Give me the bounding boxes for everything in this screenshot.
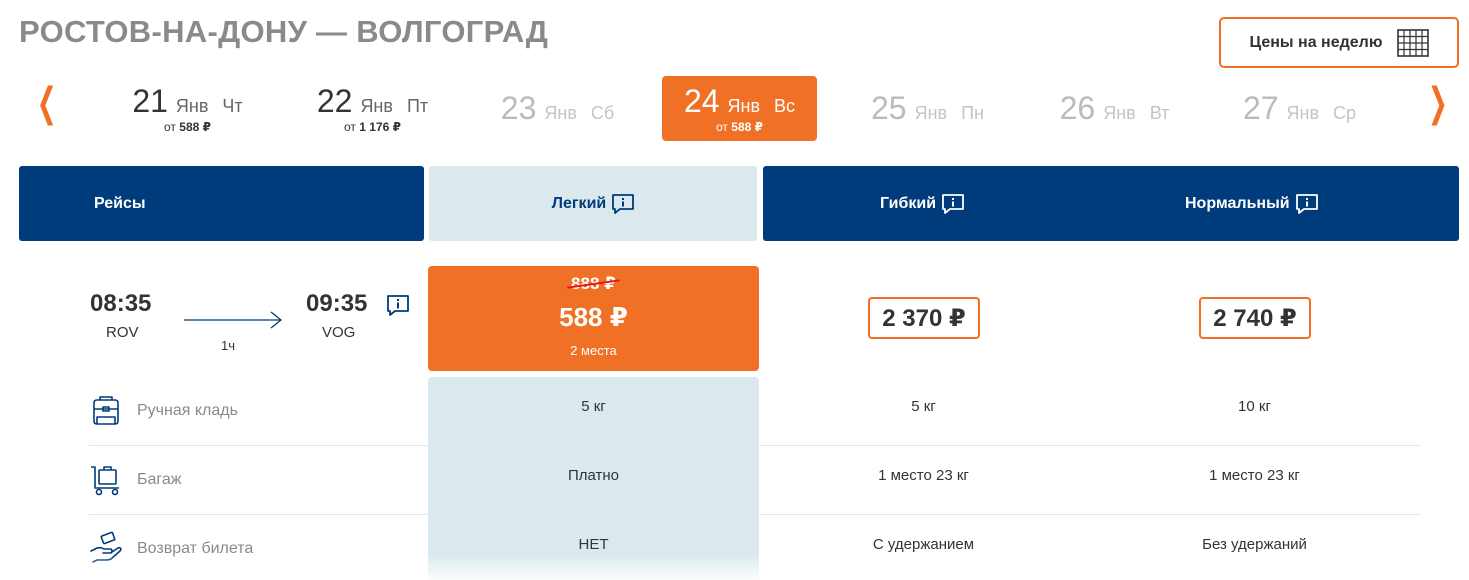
tariff-light-label: Легкий xyxy=(551,194,607,212)
tariff-flexible-label: Гибкий xyxy=(880,194,937,212)
date-day: 24 xyxy=(683,83,720,119)
date-weekday: Вт xyxy=(1149,103,1170,123)
info-icon[interactable] xyxy=(942,193,964,214)
date-item-21[interactable]: 21 Янв Чт от 588 ₽ xyxy=(110,76,265,141)
feature-label-baggage: Багаж xyxy=(137,471,182,488)
route-title: РОСТОВ-НА-ДОНУ — ВОЛГОГРАД xyxy=(19,14,549,49)
date-month: Янв xyxy=(544,103,577,123)
date-item-24[interactable]: 24 Янв Вс от 588 ₽ xyxy=(662,76,817,141)
price-normal-button[interactable]: 2 740 ₽ xyxy=(1199,297,1311,339)
date-weekday: Чт xyxy=(222,96,243,116)
date-day: 27 xyxy=(1242,90,1279,126)
feature-value: НЕТ xyxy=(578,536,609,553)
date-weekday: Вс xyxy=(774,96,796,116)
flight-duration: 1ч xyxy=(221,338,236,353)
refund-hand-icon xyxy=(90,531,122,563)
row-divider xyxy=(89,514,1421,515)
feature-value: Без удержаний xyxy=(1202,536,1307,553)
feature-value: С удержанием xyxy=(872,536,975,553)
feature-label-refund: Возврат билета xyxy=(137,540,254,557)
light-tariff-column xyxy=(428,377,759,580)
info-icon[interactable] xyxy=(612,193,635,214)
header-tariff-light[interactable]: Легкий xyxy=(429,166,757,241)
header-tariffs-right: Гибкий Нормальный xyxy=(763,166,1459,241)
flight-info-icon[interactable] xyxy=(387,295,409,317)
date-item-27: 27 Янв Ср xyxy=(1222,76,1377,141)
date-item-25: 25 Янв Пн xyxy=(850,76,1005,141)
flight-arrow-icon xyxy=(184,311,283,329)
date-weekday: Пн xyxy=(961,103,984,123)
week-prices-button[interactable]: Цены на неделю xyxy=(1219,17,1459,68)
date-item-23: 23 Янв Сб xyxy=(480,76,635,141)
row-divider xyxy=(89,445,1421,446)
feature-value: 5 кг xyxy=(581,398,606,415)
price-flexible-button[interactable]: 2 370 ₽ xyxy=(868,297,980,339)
arrival-time: 09:35 xyxy=(306,290,368,317)
date-day: 26 xyxy=(1059,90,1096,126)
date-weekday: Сб xyxy=(590,103,615,123)
departure-code: ROV xyxy=(106,324,139,341)
date-price: от 588 ₽ xyxy=(164,120,211,134)
date-price: от 588 ₽ xyxy=(716,120,763,134)
date-item-26: 26 Янв Вт xyxy=(1037,76,1192,141)
prev-dates-arrow[interactable]: ❮ xyxy=(36,81,57,125)
departure-time: 08:35 xyxy=(90,290,152,317)
calendar-icon xyxy=(1396,28,1429,57)
header-tariff-flexible[interactable]: Гибкий xyxy=(880,166,964,241)
feature-value: 5 кг xyxy=(911,398,936,415)
price-light-button[interactable]: 888 ₽ 588 ₽ 2 места xyxy=(428,266,759,371)
next-dates-arrow[interactable]: ❯ xyxy=(1427,81,1448,125)
old-price: 888 ₽ xyxy=(571,274,616,293)
feature-value: 1 место 23 кг xyxy=(1209,467,1300,484)
date-day: 21 xyxy=(132,83,168,119)
tariff-normal-label: Нормальный xyxy=(1185,194,1290,212)
backpack-icon xyxy=(93,396,119,425)
date-weekday: Пт xyxy=(406,96,429,116)
date-price: от 1 176 ₽ xyxy=(344,120,401,134)
info-icon[interactable] xyxy=(1295,193,1318,214)
date-month: Янв xyxy=(914,103,948,123)
date-month: Янв xyxy=(360,96,393,116)
feature-value: 10 кг xyxy=(1238,398,1271,415)
date-month: Янв xyxy=(1286,103,1320,123)
feature-label-hand-luggage: Ручная кладь xyxy=(137,402,238,419)
header-flights-label: Рейсы xyxy=(94,194,146,212)
date-item-22[interactable]: 22 Янв Пт от 1 176 ₽ xyxy=(295,76,450,141)
luggage-cart-icon xyxy=(91,466,119,496)
feature-value: Платно xyxy=(567,467,620,484)
seats-left: 2 места xyxy=(570,343,617,358)
header-tariff-normal[interactable]: Нормальный xyxy=(1185,166,1318,241)
feature-value: 1 место 23 кг xyxy=(878,467,969,484)
date-month: Янв xyxy=(727,96,761,116)
header-flights: Рейсы xyxy=(19,166,424,241)
date-month: Янв xyxy=(1103,103,1136,123)
date-day: 23 xyxy=(500,90,537,126)
date-weekday: Ср xyxy=(1333,103,1357,123)
current-price: 588 ₽ xyxy=(559,302,628,332)
arrival-code: VOG xyxy=(322,324,356,341)
date-day: 22 xyxy=(316,83,353,119)
week-prices-label: Цены на неделю xyxy=(1249,33,1383,51)
date-month: Янв xyxy=(175,96,209,116)
date-day: 25 xyxy=(871,90,907,126)
